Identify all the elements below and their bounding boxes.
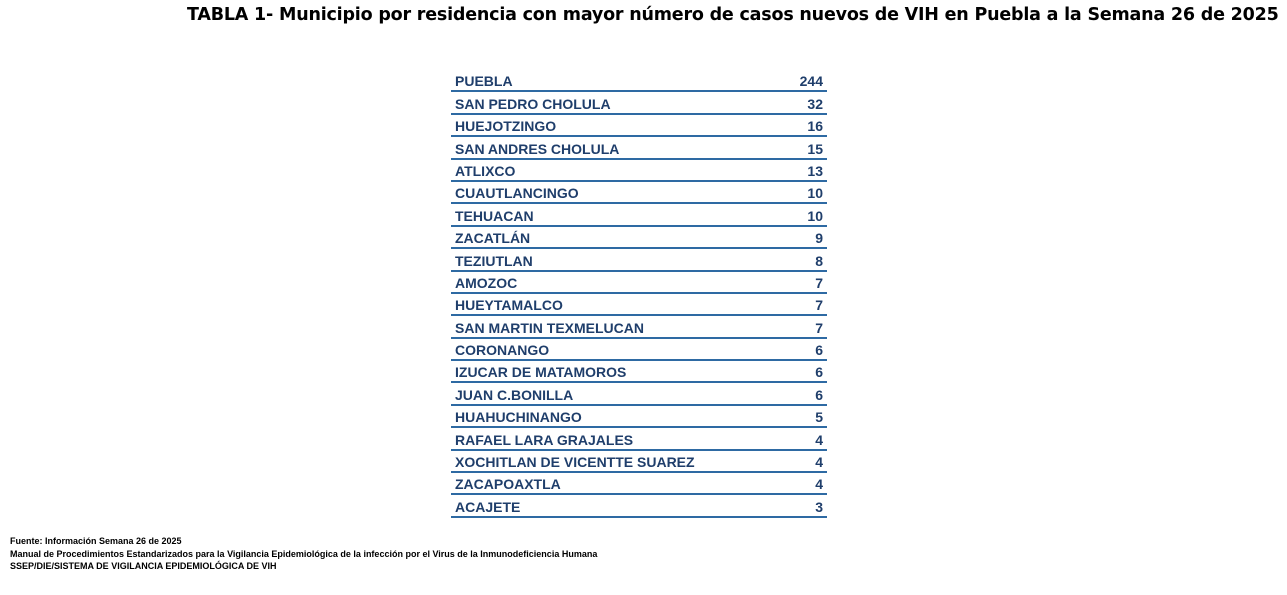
table-row: CORONANGO 6 — [451, 339, 827, 362]
table-row: HUEYTAMALCO 7 — [451, 294, 827, 317]
municipio-cell: ATLIXCO — [455, 162, 516, 179]
table-row: SAN ANDRES CHOLULA 15 — [451, 137, 827, 160]
casos-cell: 244 — [799, 73, 823, 90]
casos-cell: 13 — [807, 162, 823, 179]
municipio-cell: JUAN C.BONILLA — [455, 386, 574, 403]
manual-line: Manual de Procedimientos Estandarizados … — [10, 548, 598, 559]
table-row: AMOZOC 7 — [451, 272, 827, 294]
casos-cell: 32 — [807, 95, 823, 112]
municipio-cell: XOCHITLAN DE VICENTTE SUAREZ — [455, 454, 695, 471]
casos-cell: 9 — [815, 230, 823, 247]
casos-cell: 4 — [815, 431, 823, 448]
municipio-cell: CORONANGO — [455, 342, 550, 359]
table-row: ZACATLÁN 9 — [451, 227, 827, 250]
municipio-cell: RAFAEL LARA GRAJALES — [455, 431, 634, 448]
table-row: PUEBLA 244 — [451, 70, 827, 93]
table-row: HUEJOTZINGO 16 — [451, 115, 827, 138]
casos-cell: 3 — [815, 498, 823, 515]
table-row: ATLIXCO 13 — [451, 160, 827, 182]
casos-cell: 10 — [807, 207, 823, 224]
source-line: Fuente: Información Semana 26 de 2025 — [10, 536, 182, 546]
municipio-cell: SAN PEDRO CHOLULA — [455, 95, 611, 112]
table-row: RAFAEL LARA GRAJALES 4 — [451, 428, 827, 451]
casos-cell: 4 — [815, 454, 823, 471]
municipio-cell: ACAJETE — [455, 498, 521, 515]
casos-cell: 8 — [815, 252, 823, 269]
table-row: XOCHITLAN DE VICENTTE SUAREZ 4 — [451, 451, 827, 474]
municipio-cell: ZACAPOAXTLA — [455, 476, 561, 493]
casos-cell: 7 — [815, 297, 823, 314]
table-row: SAN MARTIN TEXMELUCAN 7 — [451, 316, 827, 339]
municipio-cell: ZACATLÁN — [455, 230, 531, 247]
source-footer: Fuente: Información Semana 26 de 2025 Ma… — [10, 535, 597, 573]
municipio-cell: TEZIUTLAN — [455, 252, 533, 269]
table-row: CUAUTLANCINGO 10 — [451, 182, 827, 205]
municipio-cell: IZUCAR DE MATAMOROS — [455, 364, 627, 381]
page-title: TABLA 1- Municipio por residencia con ma… — [187, 5, 1279, 25]
municipio-cell: SAN ANDRES CHOLULA — [455, 140, 620, 157]
casos-cell: 7 — [815, 274, 823, 291]
municipio-cell: SAN MARTIN TEXMELUCAN — [455, 319, 644, 336]
casos-cell: 16 — [807, 118, 823, 135]
table-row: HUAHUCHINANGO 5 — [451, 406, 827, 429]
municipio-cell: HUEYTAMALCO — [455, 297, 563, 314]
table-row: TEHUACAN 10 — [451, 204, 827, 227]
system-line: SSEP/DIE/SISTEMA DE VIGILANCIA EPIDEMIOL… — [10, 561, 277, 571]
municipio-cell: AMOZOC — [455, 274, 518, 291]
table-row: SAN PEDRO CHOLULA 32 — [451, 92, 827, 115]
municipio-table: PUEBLA 244 SAN PEDRO CHOLULA 32 HUEJOTZI… — [451, 70, 827, 518]
table-row: TEZIUTLAN 8 — [451, 249, 827, 272]
casos-cell: 6 — [815, 342, 823, 359]
casos-cell: 10 — [807, 185, 823, 202]
municipio-cell: CUAUTLANCINGO — [455, 185, 579, 202]
casos-cell: 4 — [815, 476, 823, 493]
municipio-cell: PUEBLA — [455, 73, 513, 90]
casos-cell: 7 — [815, 319, 823, 336]
casos-cell: 6 — [815, 386, 823, 403]
table-row: JUAN C.BONILLA 6 — [451, 383, 827, 406]
casos-cell: 15 — [807, 140, 823, 157]
casos-cell: 5 — [815, 409, 823, 426]
municipio-cell: TEHUACAN — [455, 207, 534, 224]
casos-cell: 6 — [815, 364, 823, 381]
table-row: ACAJETE 3 — [451, 495, 827, 518]
municipio-cell: HUAHUCHINANGO — [455, 409, 582, 426]
municipio-cell: HUEJOTZINGO — [455, 118, 557, 135]
table-row: ZACAPOAXTLA 4 — [451, 473, 827, 496]
table-row: IZUCAR DE MATAMOROS 6 — [451, 361, 827, 384]
